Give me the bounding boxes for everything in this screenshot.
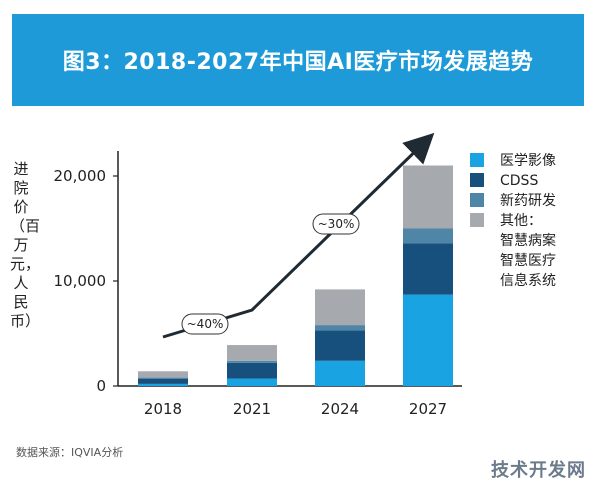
bar-segment xyxy=(403,228,453,244)
bar-segment xyxy=(315,289,365,326)
bar-segment xyxy=(315,325,365,331)
y-tick-label: 20,000 xyxy=(54,167,107,185)
legend-swatch xyxy=(470,173,484,187)
bar-segment xyxy=(227,362,277,379)
source-note: 数据来源：IQVIA分析 xyxy=(16,446,124,459)
y-tick-label: 0 xyxy=(96,377,106,395)
x-tick-label: 2021 xyxy=(233,400,271,418)
bar-segment xyxy=(138,371,188,378)
x-tick-label: 2024 xyxy=(321,400,359,418)
growth-annotation-label: ~40% xyxy=(187,317,224,331)
growth-annotation-bubble xyxy=(181,313,229,335)
bar-segment xyxy=(315,330,365,361)
legend-label: 医学影像 xyxy=(500,153,556,169)
bar-segment xyxy=(138,383,188,386)
title-banner: 图3：2018-2027年中国AI医疗市场发展趋势 xyxy=(12,14,584,106)
stacked-bar-chart: 0 10,000 20,000 2018 2021 2024 2027 ~40% ~30% 医学影… xyxy=(54,132,556,418)
bar-segment xyxy=(227,345,277,361)
bar-segment xyxy=(315,360,365,386)
legend-label: 新药研发 xyxy=(500,193,556,209)
legend-label: CDSS xyxy=(500,173,538,189)
chart-title: 图3：2018-2027年中国AI医疗市场发展趋势 xyxy=(62,50,534,75)
y-tick-label: 10,000 xyxy=(54,272,107,290)
legend-label: 其他： xyxy=(500,213,542,229)
watermark: 技术开发网 xyxy=(491,460,586,481)
trend-arrow xyxy=(162,132,435,339)
x-tick-label: 2027 xyxy=(409,400,447,418)
legend-swatch xyxy=(470,153,484,167)
legend-swatch xyxy=(470,213,484,227)
legend-swatch xyxy=(470,193,484,207)
growth-annotation-bubble xyxy=(312,213,360,235)
legend-label: 智慧病案 xyxy=(500,232,556,249)
bar-segment xyxy=(403,243,453,295)
bar-segment xyxy=(138,377,188,379)
x-tick-label: 2018 xyxy=(144,400,182,418)
bar-segment xyxy=(403,294,453,386)
legend-label: 信息系统 xyxy=(500,272,556,289)
bar-segment xyxy=(227,360,277,363)
growth-annotation-label: ~30% xyxy=(318,217,355,231)
legend-label: 智慧医疗 xyxy=(500,253,556,269)
bar-segment xyxy=(138,378,188,384)
bar-segment xyxy=(403,165,453,229)
bar-segment xyxy=(227,378,277,386)
